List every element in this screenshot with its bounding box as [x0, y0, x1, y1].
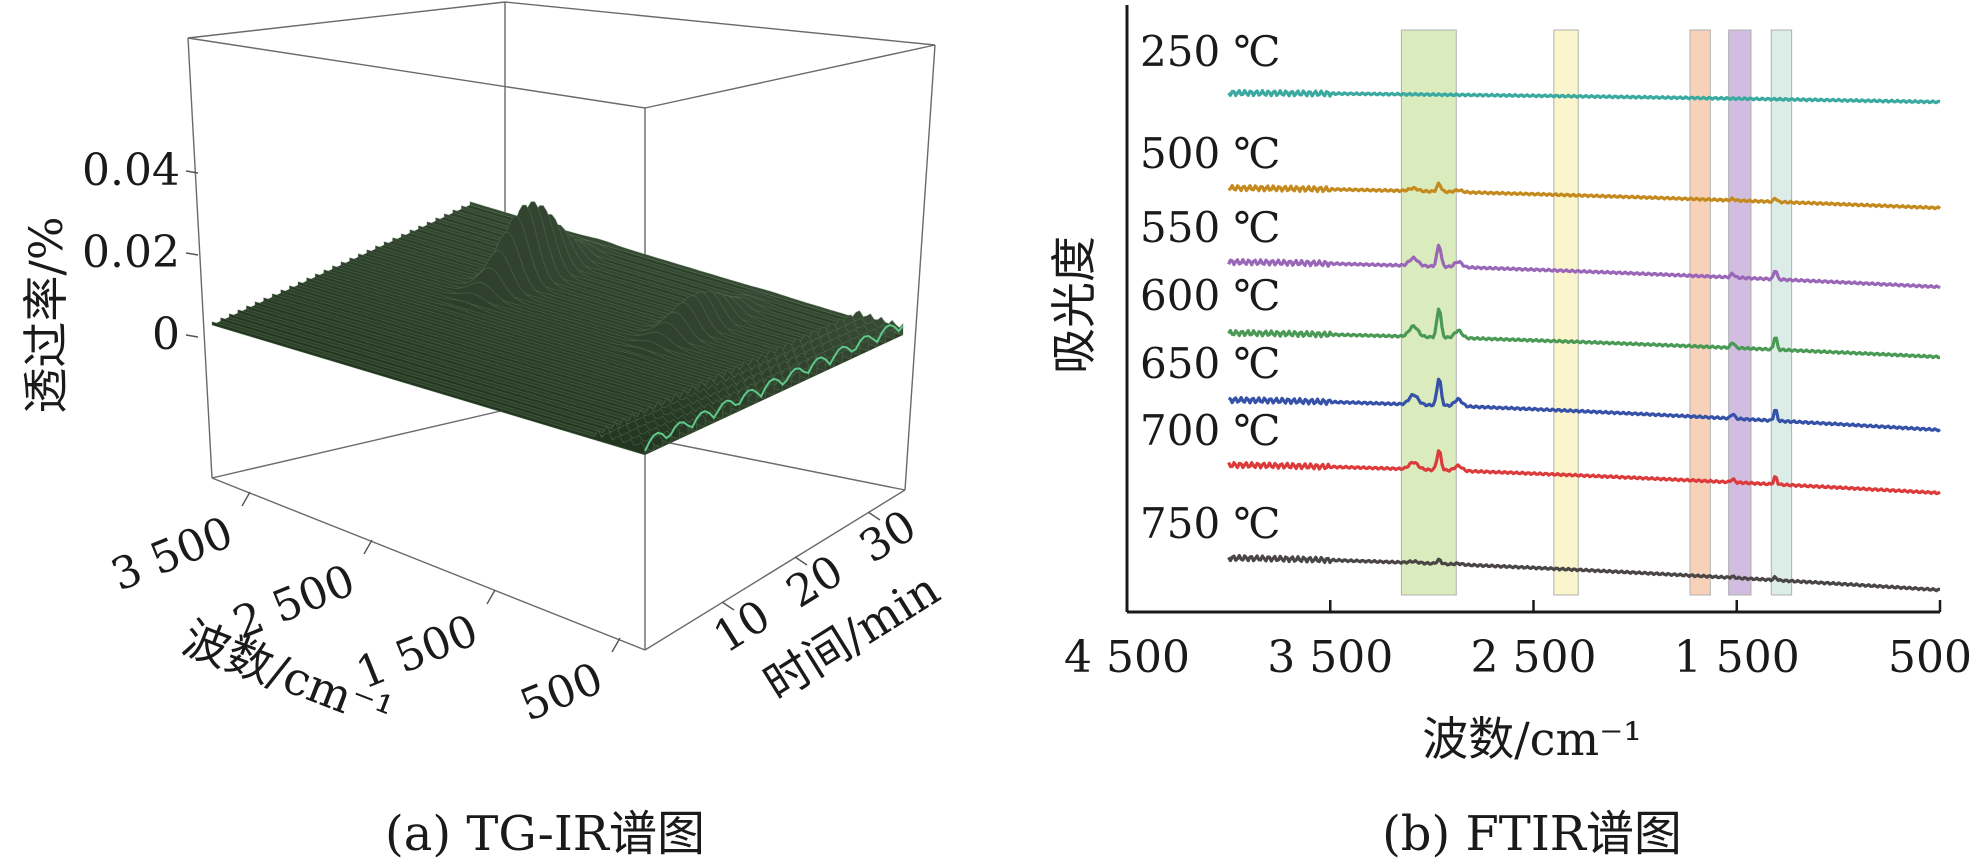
surface-strip: [349, 257, 783, 392]
spectrum-line: [1227, 243, 1941, 290]
temperature-label: 550 ℃: [1140, 203, 1281, 252]
y-tick-label: 20: [778, 545, 853, 618]
x-tick-label: 3 500: [104, 507, 240, 601]
panel-b-caption: (b) FTIR谱图: [1382, 806, 1682, 862]
surface-strip: [263, 297, 697, 432]
x-tick-label-b: 4 500: [1064, 632, 1190, 683]
surface-strip: [254, 301, 689, 436]
z-tick-mark: [185, 334, 199, 338]
surface-strip: [331, 265, 766, 400]
surface-strip: [237, 309, 672, 444]
temperature-label: 500 ℃: [1140, 129, 1281, 178]
surface-strip: [211, 321, 646, 456]
temperature-label: 600 ℃: [1140, 271, 1281, 320]
z-tick-mark: [185, 170, 199, 174]
temperature-label: 700 ℃: [1140, 406, 1281, 455]
x-tick-mark: [486, 589, 496, 605]
x-axis-label-b: 波数/cm⁻¹: [1422, 712, 1642, 766]
y-tick-mark: [867, 511, 881, 521]
y-tick-mark: [794, 556, 808, 566]
x-tick-label-b: 500: [1888, 632, 1972, 683]
z-axis-ticks: 0 0.02 0.04: [82, 145, 199, 360]
x-tick-label-b: 3 500: [1267, 632, 1393, 683]
ftir-spectra: [1227, 88, 1942, 593]
surface-strip: [417, 213, 852, 360]
spectrum-line: [1227, 181, 1942, 211]
highlight-band: [1553, 29, 1579, 596]
temperature-label: 750 ℃: [1140, 499, 1281, 548]
y-tick-label: 10: [705, 590, 780, 663]
surface-strip: [306, 277, 740, 412]
highlight-band: [1770, 29, 1793, 596]
tg-ir-surface: [211, 201, 904, 456]
spectrum-line: [1227, 449, 1941, 496]
surface-strip: [220, 317, 654, 452]
surface-edge-noise: [644, 323, 904, 452]
surface-strip: [280, 289, 715, 424]
temperature-label: 650 ℃: [1140, 339, 1281, 388]
highlight-band: [1400, 29, 1457, 596]
x-tick-label-b: 1 500: [1674, 632, 1800, 683]
surface-strip: [323, 269, 758, 404]
surface-strip: [340, 261, 775, 396]
spectrum-line: [1227, 88, 1941, 105]
surface-strip: [409, 205, 844, 364]
z-tick-mark: [185, 252, 199, 256]
spectrum-line: [1227, 307, 1941, 360]
surface-strip: [228, 313, 663, 448]
surface-strip: [314, 273, 749, 408]
surface-strip: [271, 293, 706, 428]
x-tick-mark: [363, 539, 373, 555]
surface-strip: [374, 231, 809, 380]
z-tick-label: 0: [152, 309, 180, 360]
panel-a-caption: (a) TG-IR谱图: [385, 806, 705, 862]
spectrum-line: [1227, 377, 1941, 433]
x-tick-mark: [241, 491, 251, 507]
x-axis-ticks-b: 4 500 3 500 2 500 1 500 500: [1064, 600, 1972, 683]
temperature-label: 250 ℃: [1140, 27, 1281, 76]
y-axis-label-b: 吸光度: [1047, 236, 1101, 374]
surface-strip: [245, 305, 680, 440]
y-tick-mark: [721, 601, 735, 611]
temperature-labels: 250 ℃ 500 ℃ 550 ℃ 600 ℃ 650 ℃ 700 ℃ 750 ℃: [1140, 27, 1281, 548]
highlight-band: [1689, 29, 1711, 596]
spectrum-line: [1227, 553, 1941, 593]
x-tick-mark: [611, 637, 621, 653]
y-tick-label: 30: [851, 500, 926, 573]
surface-strip: [288, 285, 723, 420]
z-axis-label: 透过率/%: [19, 216, 73, 413]
highlight-bands: [1400, 29, 1793, 596]
x-tick-label-b: 2 500: [1471, 632, 1597, 683]
surface-strip: [297, 281, 732, 416]
z-tick-label: 0.02: [82, 227, 180, 278]
highlight-band: [1728, 29, 1752, 596]
x-tick-label: 500: [513, 653, 610, 732]
panel-b-ftir: 250 ℃ 500 ℃ 550 ℃ 600 ℃ 650 ℃ 700 ℃ 750 ℃ 4 50…: [1047, 5, 1972, 862]
z-tick-label: 0.04: [82, 145, 180, 196]
